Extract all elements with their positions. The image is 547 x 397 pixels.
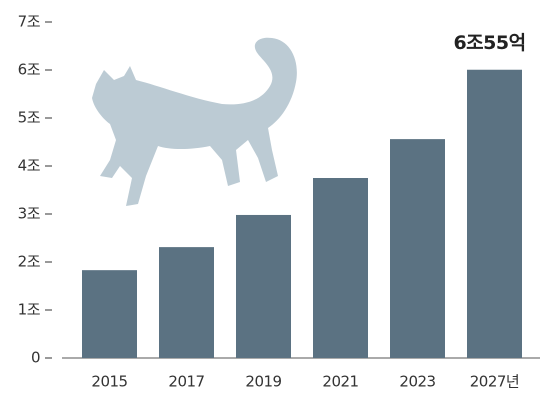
bar (236, 214, 291, 358)
y-tick-label: 3조 (18, 205, 41, 223)
y-tick-label: 4조 (18, 157, 41, 175)
x-tick-label: 2017 (168, 373, 204, 391)
y-tick-label: 1조 (18, 301, 41, 319)
y-tick-label: 2조 (18, 253, 41, 271)
y-tick-label: 6조 (18, 61, 41, 79)
cat-silhouette (92, 37, 297, 207)
bar (467, 69, 522, 359)
x-tick-label: 2027년 (470, 373, 519, 391)
x-tick-label: 2015 (91, 373, 127, 391)
x-tick-label: 2021 (322, 373, 358, 391)
bar (159, 247, 214, 358)
bar (82, 270, 137, 358)
y-tick-label: 0 (31, 349, 40, 367)
value-label: 6조55억 (453, 32, 525, 54)
bar (313, 178, 368, 358)
bar (390, 139, 445, 358)
y-tick-label: 7조 (18, 13, 41, 31)
y-tick-label: 5조 (18, 109, 41, 127)
x-tick-label: 2023 (399, 373, 435, 391)
x-tick-label: 2019 (245, 373, 281, 391)
